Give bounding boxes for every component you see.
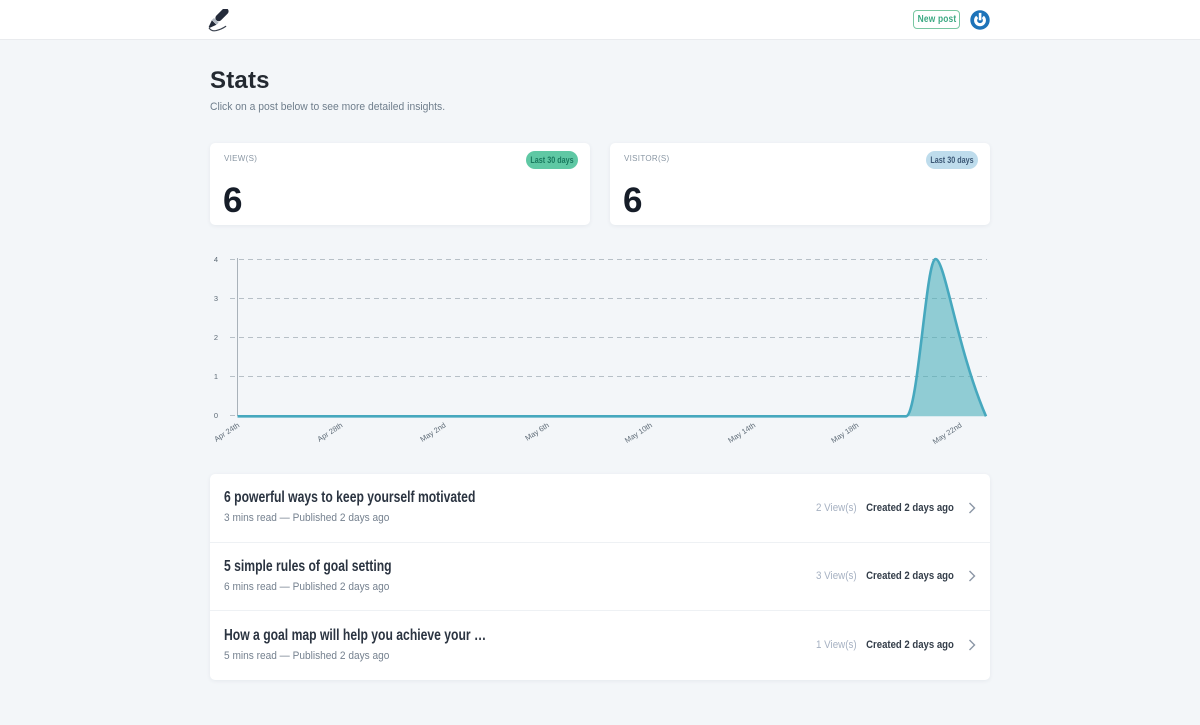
svg-text:3: 3 — [214, 294, 218, 303]
svg-text:0: 0 — [214, 411, 218, 420]
svg-text:May 6th: May 6th — [523, 421, 550, 443]
svg-text:Apr 28th: Apr 28th — [316, 421, 345, 444]
svg-text:May 10th: May 10th — [623, 421, 654, 445]
svg-text:May 22nd: May 22nd — [931, 421, 964, 446]
svg-text:4: 4 — [214, 255, 218, 264]
svg-text:May 18th: May 18th — [830, 421, 861, 445]
svg-text:Apr 24th: Apr 24th — [212, 421, 241, 444]
svg-text:1: 1 — [214, 372, 218, 381]
svg-text:May 14th: May 14th — [726, 421, 757, 445]
svg-text:May 2nd: May 2nd — [418, 421, 447, 444]
svg-text:2: 2 — [214, 333, 218, 342]
